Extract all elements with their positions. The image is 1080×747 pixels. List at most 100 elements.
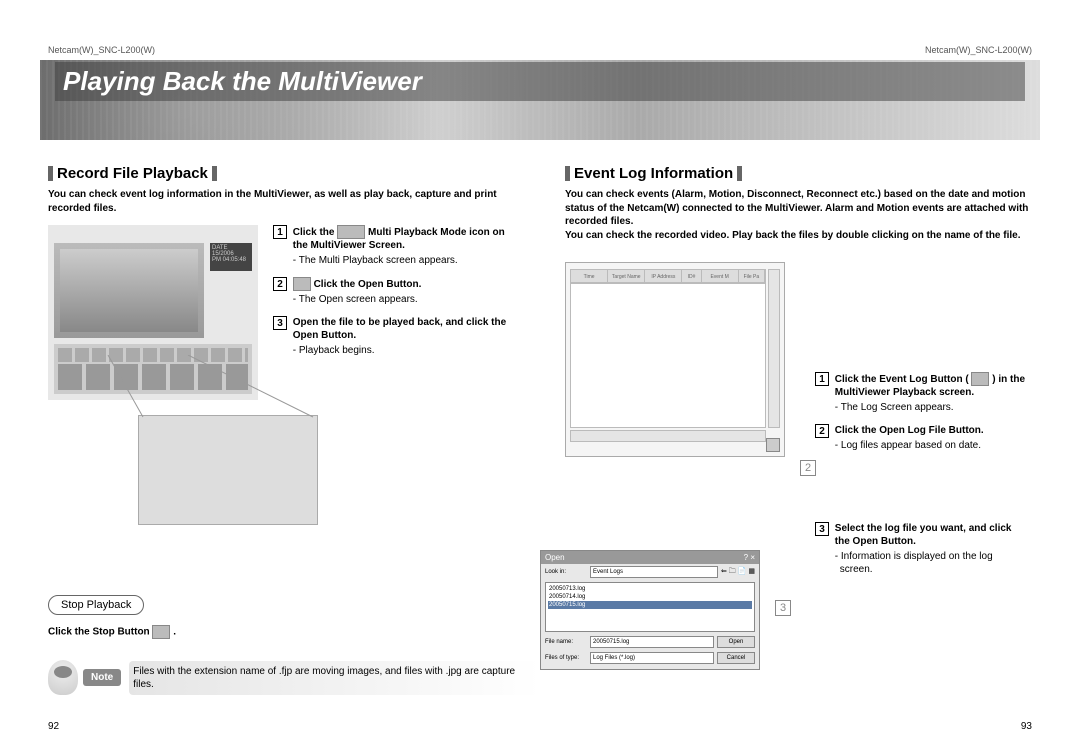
- file-list[interactable]: 20050713.log 20050714.log 20050715.log: [545, 582, 755, 632]
- step1-sub: The Log Screen appears.: [835, 401, 1028, 414]
- callout-3: 3: [775, 600, 791, 616]
- step3-title: Select the log file you want, and click …: [835, 523, 1012, 547]
- horizontal-scrollbar[interactable]: [570, 430, 766, 442]
- step-number-icon: 1: [815, 372, 829, 386]
- timestamp-overlay: DATE 15/2006 PM 04:05:48: [210, 243, 252, 271]
- step1-text-a: Click the: [293, 227, 335, 238]
- lookin-field[interactable]: Event Logs: [590, 566, 718, 578]
- list-item[interactable]: 20050713.log: [548, 585, 752, 593]
- list-item[interactable]: 20050714.log: [548, 593, 752, 601]
- step2-sub: The Open screen appears.: [293, 293, 511, 306]
- open-button-icon: [293, 277, 311, 291]
- step-number-icon: 3: [273, 316, 287, 330]
- overlay-time: PM 04:05:48: [212, 257, 250, 263]
- step1-text-a: Click the Event Log Button (: [835, 374, 969, 385]
- open-log-icon[interactable]: [766, 438, 780, 452]
- video-frame: [54, 243, 204, 338]
- step3-sub: Information is displayed on the log scre…: [835, 550, 1028, 576]
- step-3: 3 Open the file to be played back, and c…: [273, 316, 515, 357]
- intro-left: You can check event log information in t…: [48, 188, 515, 215]
- step-1: 1 Click the Multi Playback Mode icon on …: [273, 225, 515, 267]
- banner-title: Playing Back the MultiViewer: [55, 62, 1025, 101]
- intro-right: You can check events (Alarm, Motion, Dis…: [565, 188, 1032, 242]
- step1-title: Click the Multi Playback Mode icon on th…: [293, 227, 505, 251]
- note-row: Note Files with the extension name of .f…: [48, 660, 540, 695]
- col-header: File Pa: [739, 270, 765, 282]
- step2-sub: Log files appear based on date.: [835, 439, 1028, 452]
- stop-button-icon: [152, 625, 170, 639]
- stop-instruction: Click the Stop Button .: [48, 625, 176, 639]
- filetype-field[interactable]: Log Files (*.log): [590, 652, 714, 664]
- note-text: Files with the extension name of .fjp ar…: [129, 661, 540, 695]
- event-log-screenshot: Time Target Name IP Address ID# Event M …: [565, 262, 785, 457]
- col-header: IP Address: [645, 270, 682, 282]
- section-title-left: Record File Playback: [48, 165, 515, 182]
- step-number-icon: 2: [273, 277, 287, 291]
- control-bar: [54, 344, 252, 394]
- col-header: ID#: [682, 270, 701, 282]
- step2-title: Click the Open Log File Button.: [835, 425, 984, 436]
- step-number-icon: 1: [273, 225, 287, 239]
- open-dialog-screenshot: Open ? × Look in: Event Logs ⇐ 🗀 📄 ▦ 200…: [540, 550, 760, 670]
- step-number-icon: 3: [815, 522, 829, 536]
- step-1: 1 Click the Event Log Button ( ) in the …: [815, 372, 1032, 414]
- open-button[interactable]: Open: [717, 636, 755, 648]
- title-bar-icon: [212, 166, 217, 181]
- section-title-text: Record File Playback: [57, 165, 208, 182]
- step2-title: Click the Open Button.: [293, 279, 422, 290]
- step3-sub: Playback begins.: [293, 344, 511, 357]
- title-bar-icon: [737, 166, 742, 181]
- steps-right-col: 1 Click the Event Log Button ( ) in the …: [815, 372, 1032, 586]
- title-bar-icon: [48, 166, 53, 181]
- filetype-label: Files of type:: [545, 655, 587, 661]
- event-log-button-icon: [971, 372, 989, 386]
- overlay-date: DATE 15/2006: [212, 245, 250, 257]
- step1-title: Click the Event Log Button ( ) in the Mu…: [835, 374, 1025, 398]
- stop-text-tail: .: [173, 627, 176, 638]
- header-right: Netcam(W)_SNC-L200(W): [925, 45, 1032, 55]
- list-item[interactable]: 20050715.log: [548, 601, 752, 609]
- mascot-icon: [48, 660, 78, 695]
- content-columns: Record File Playback You can check event…: [48, 165, 1032, 702]
- col-header: Event M: [702, 270, 739, 282]
- multiviewer-screenshot: DATE 15/2006 PM 04:05:48: [48, 225, 258, 400]
- vertical-scrollbar[interactable]: [768, 269, 780, 428]
- banner: Playing Back the MultiViewer: [40, 60, 1040, 140]
- page-number-right: 93: [1021, 721, 1032, 732]
- multiviewer-area: DATE 15/2006 PM 04:05:48 1 Click the Mul…: [48, 225, 515, 425]
- cancel-button[interactable]: Cancel: [717, 652, 755, 664]
- section-title-right: Event Log Information: [565, 165, 1032, 182]
- manual-page: Netcam(W)_SNC-L200(W) Netcam(W)_SNC-L200…: [0, 0, 1080, 747]
- steps-left-col: 1 Click the Multi Playback Mode icon on …: [273, 225, 515, 367]
- col-header: Target Name: [608, 270, 645, 282]
- header-left: Netcam(W)_SNC-L200(W): [48, 45, 155, 55]
- toolbar-icons: ⇐ 🗀 📄 ▦: [721, 567, 755, 578]
- note-badge: Note: [83, 669, 121, 686]
- step-2: 2 Click the Open Button. The Open screen…: [273, 277, 515, 306]
- dialog-title: Open: [545, 553, 565, 562]
- col-header: Time: [571, 270, 608, 282]
- table-header-row: Time Target Name IP Address ID# Event M …: [570, 269, 766, 283]
- stop-text-label: Click the Stop Button: [48, 627, 150, 638]
- lookin-label: Look in:: [545, 569, 587, 575]
- step-3: 3 Select the log file you want, and clic…: [815, 522, 1032, 576]
- step3-title: Open the file to be played back, and cli…: [293, 317, 506, 341]
- step1-sub: The Multi Playback screen appears.: [293, 254, 511, 267]
- step-number-icon: 2: [815, 424, 829, 438]
- callout-2: 2: [800, 460, 816, 476]
- table-body-empty: [570, 283, 766, 428]
- section-title-text: Event Log Information: [574, 165, 733, 182]
- filename-field[interactable]: 20050715.log: [590, 636, 714, 648]
- page-number-left: 92: [48, 721, 59, 732]
- step-2: 2 Click the Open Log File Button. Log fi…: [815, 424, 1032, 452]
- dialog-controls: ? ×: [744, 553, 755, 562]
- filename-label: File name:: [545, 639, 587, 645]
- dialog-titlebar: Open ? ×: [541, 551, 759, 564]
- stop-playback-button[interactable]: Stop Playback: [48, 595, 144, 615]
- left-column: Record File Playback You can check event…: [48, 165, 540, 702]
- step2-text: Click the Open Button.: [314, 279, 422, 290]
- multiplayback-mode-icon: [337, 225, 365, 239]
- title-bar-icon: [565, 166, 570, 181]
- right-column: Event Log Information You can check even…: [540, 165, 1032, 702]
- zoom-inset-screenshot: [138, 415, 318, 525]
